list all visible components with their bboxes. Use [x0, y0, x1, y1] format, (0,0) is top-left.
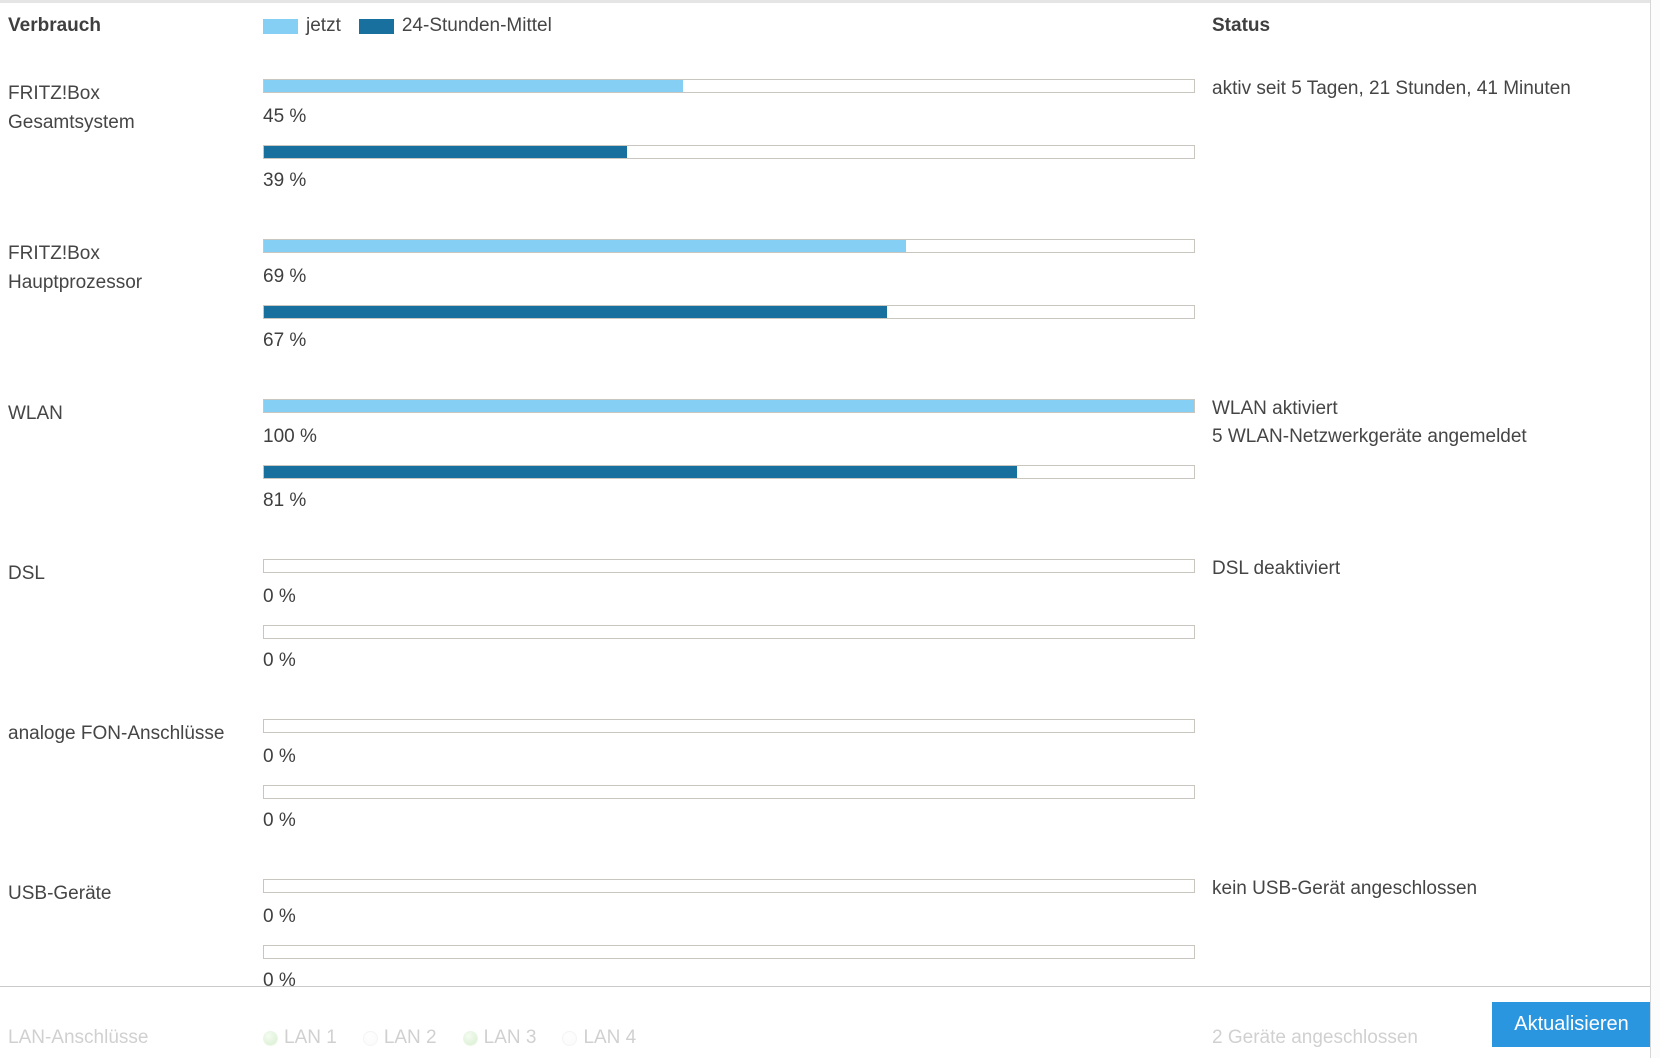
- bar-now-track: [263, 559, 1195, 573]
- row-status-line: WLAN aktiviert: [1212, 398, 1338, 419]
- bar-now-value: 0 %: [263, 746, 296, 767]
- bar-now-track: [263, 719, 1195, 733]
- row-status-line: aktiv seit 5 Tagen, 21 Stunden, 41 Minut…: [1212, 78, 1571, 99]
- legend-swatch-avg: [358, 18, 394, 34]
- usage-row: FRITZ!Box Gesamtsystem 45 % 39 % aktiv seit …: [0, 78, 1660, 239]
- row-status-line: DSL deaktiviert: [1212, 558, 1341, 579]
- row-status-text: DSL deaktiviert: [1212, 555, 1340, 583]
- row-status-text: WLAN aktiviert 5 WLAN-Netzwerkgeräte ange…: [1212, 395, 1527, 451]
- row-label: WLAN: [8, 399, 63, 428]
- bar-now-fill: [264, 400, 1194, 412]
- row-status-line: kein USB-Gerät angeschlossen: [1212, 878, 1478, 899]
- bar-avg-value: 81 %: [263, 490, 307, 511]
- row-label-line: USB-Geräte: [8, 883, 112, 904]
- bar-avg-track: [263, 145, 1195, 159]
- scrollbar-track[interactable]: [1651, 0, 1660, 1058]
- bar-now-value: 100 %: [263, 426, 317, 447]
- bar-now-track: [263, 879, 1195, 893]
- row-label-line: FRITZ!Box: [8, 83, 100, 104]
- row-status-text: aktiv seit 5 Tagen, 21 Stunden, 41 Minut…: [1212, 75, 1571, 103]
- bar-legend: jetzt 24-Stunden-Mittel: [263, 15, 552, 37]
- status-column-header: Status: [1212, 15, 1271, 36]
- bar-now-fill: [264, 240, 906, 252]
- usage-row: USB-Geräte 0 % 0 % kein USB-Gerät angeschlo…: [0, 878, 1660, 1039]
- row-label-line: WLAN: [8, 403, 63, 424]
- bar-now-value: 0 %: [263, 906, 296, 927]
- bar-avg-value: 0 %: [263, 650, 296, 671]
- usage-row: analoge FON-Anschlüsse 0 % 0 %: [0, 719, 1660, 879]
- row-status-text: kein USB-Gerät angeschlossen: [1212, 875, 1477, 903]
- row-label: FRITZ!Box Gesamtsystem: [8, 79, 135, 137]
- legend-item-avg: 24-Stunden-Mittel: [358, 15, 552, 37]
- bar-now-fill: [264, 80, 683, 92]
- bar-avg-value: 67 %: [263, 330, 307, 351]
- legend-item-now: jetzt: [263, 15, 341, 37]
- bar-avg-track: [263, 625, 1195, 639]
- legend-label-now: jetzt: [306, 15, 341, 36]
- row-label-line: DSL: [8, 563, 45, 584]
- usage-row: WLAN 100 % 81 % WLAN aktiviert 5 WLAN-Netzwe…: [0, 398, 1660, 559]
- bar-avg-fill: [264, 466, 1018, 478]
- bar-avg-fill: [264, 146, 627, 158]
- bar-now-value: 69 %: [263, 266, 307, 287]
- row-label: FRITZ!Box Hauptprozessor: [8, 239, 142, 297]
- bar-avg-track: [263, 785, 1195, 799]
- bar-now-value: 45 %: [263, 106, 307, 127]
- bar-avg-value: 39 %: [263, 170, 307, 191]
- bar-avg-track: [263, 305, 1195, 319]
- row-label: USB-Geräte: [8, 879, 111, 908]
- bar-avg-track: [263, 945, 1195, 959]
- usage-column-header: Verbrauch: [8, 15, 101, 36]
- row-status-line: 5 WLAN-Netzwerkgeräte angemeldet: [1212, 426, 1527, 447]
- row-label: DSL: [8, 559, 45, 588]
- footer-overlay: [0, 986, 1650, 1058]
- row-label-line: Hauptprozessor: [8, 272, 143, 293]
- bar-avg-track: [263, 465, 1195, 479]
- bar-avg-value: 0 %: [263, 810, 296, 831]
- row-label-line: FRITZ!Box: [8, 243, 100, 264]
- usage-row: DSL 0 % 0 % DSL deaktiviert: [0, 558, 1660, 719]
- bar-now-value: 0 %: [263, 586, 296, 607]
- bar-avg-value: 0 %: [263, 970, 296, 991]
- row-label-line: analoge FON-Anschlüsse: [8, 723, 225, 744]
- refresh-button[interactable]: Aktualisieren: [1492, 1002, 1651, 1047]
- content-right-border: [1650, 0, 1651, 1058]
- bar-now-track: [263, 79, 1195, 93]
- legend-swatch-now: [263, 18, 298, 34]
- legend-label-avg: 24-Stunden-Mittel: [401, 15, 552, 36]
- bar-avg-fill: [264, 306, 888, 318]
- top-border: [0, 0, 1660, 3]
- row-label-line: Gesamtsystem: [8, 112, 135, 133]
- bar-now-track: [263, 399, 1195, 413]
- bar-now-track: [263, 239, 1195, 253]
- usage-row: FRITZ!Box Hauptprozessor 69 % 67 %: [0, 239, 1660, 399]
- row-label: analoge FON-Anschlüsse: [8, 719, 225, 748]
